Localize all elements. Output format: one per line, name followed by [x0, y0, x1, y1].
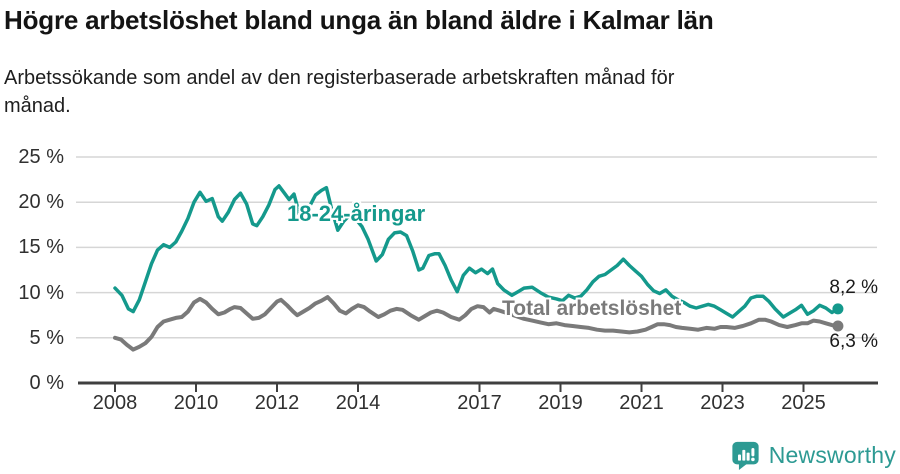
- x-tick-label: 2014: [335, 392, 381, 414]
- x-tick-label: 2010: [173, 392, 219, 414]
- series-end-dot: [832, 303, 844, 315]
- y-tick-label: 25 %: [18, 146, 64, 168]
- series-label-total: Total arbetslöshet: [502, 297, 682, 320]
- y-tick-label: 5 %: [29, 326, 64, 349]
- y-tick-label: 15 %: [18, 236, 64, 259]
- x-tick-label: 2019: [538, 392, 583, 414]
- x-tick-label: 2021: [619, 392, 664, 414]
- end-value-total: 6,3 %: [829, 331, 878, 352]
- x-tick-label: 2012: [254, 392, 300, 414]
- chart-subtitle: Arbetssökande som andel av den registerb…: [4, 67, 675, 118]
- y-tick-label: 20 %: [18, 191, 64, 214]
- newsworthy-logo: Newsworthy: [730, 440, 896, 470]
- y-tick-label: 10 %: [18, 281, 64, 304]
- newsworthy-logo-text: Newsworthy: [768, 441, 896, 468]
- series-label-young: 18-24-åringar: [287, 201, 426, 226]
- series-line-total: [113, 295, 840, 352]
- x-tick-label: 2023: [700, 392, 745, 414]
- x-tick-label: 2025: [781, 392, 826, 414]
- chart-title: Högre arbetslöshet bland unga än bland ä…: [4, 5, 714, 35]
- newsworthy-bubble-icon: [732, 441, 759, 470]
- y-tick-label: 0 %: [29, 372, 64, 394]
- series-end-dot: [832, 320, 844, 332]
- end-value-young: 8,2 %: [829, 277, 878, 298]
- series-line-young: [113, 184, 840, 319]
- x-tick-label: 2017: [457, 392, 502, 414]
- x-tick-label: 2008: [92, 392, 138, 414]
